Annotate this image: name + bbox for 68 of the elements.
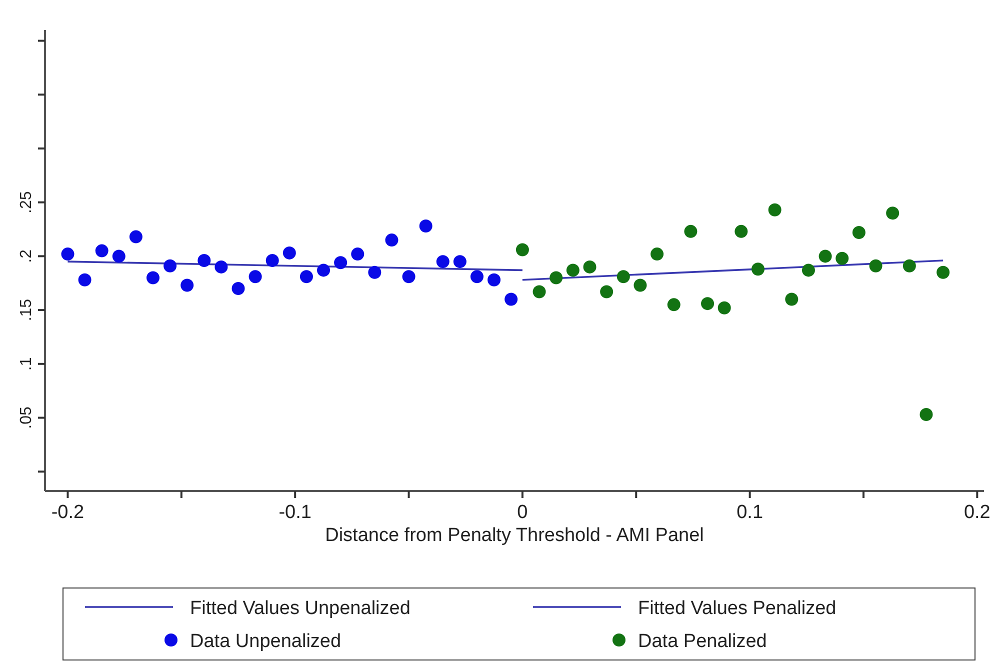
y-tick-label: .15 xyxy=(18,298,35,322)
point xyxy=(248,270,262,284)
point xyxy=(351,248,364,261)
point xyxy=(95,244,108,258)
y-tick-label: .1 xyxy=(18,357,35,371)
x-tick-label: 0.2 xyxy=(964,502,990,523)
point xyxy=(734,224,748,238)
point xyxy=(385,234,398,247)
point xyxy=(718,301,731,314)
legend-label: Fitted Values Unpenalized xyxy=(190,598,410,619)
x-tick-label: 0.1 xyxy=(736,502,764,523)
point xyxy=(836,252,849,265)
point xyxy=(583,260,596,274)
point xyxy=(616,270,630,284)
point xyxy=(516,243,529,256)
legend-label: Data Penalized xyxy=(638,631,767,652)
point xyxy=(488,273,501,286)
point xyxy=(852,226,866,239)
point xyxy=(566,264,580,277)
point xyxy=(317,264,330,277)
x-tick-label: -0.2 xyxy=(51,502,84,523)
point xyxy=(936,266,950,279)
point xyxy=(504,292,518,306)
point xyxy=(436,255,450,268)
point xyxy=(334,256,348,270)
point xyxy=(650,248,664,261)
point xyxy=(920,408,933,422)
point xyxy=(768,203,782,216)
legend-label: Fitted Values Penalized xyxy=(638,598,836,619)
point xyxy=(214,260,228,274)
point xyxy=(634,278,647,292)
point xyxy=(266,254,279,267)
point xyxy=(300,270,313,284)
point xyxy=(402,270,416,284)
y-tick-label: .25 xyxy=(18,191,35,214)
point xyxy=(78,273,92,286)
point xyxy=(869,259,882,272)
point xyxy=(886,206,900,220)
point xyxy=(532,285,546,298)
legend-label: Data Unpenalized xyxy=(190,631,342,652)
point xyxy=(802,264,815,277)
point xyxy=(146,271,160,284)
point xyxy=(701,297,714,310)
x-axis-title: Distance from Penalty Threshold - AMI Panel xyxy=(325,525,704,546)
point xyxy=(453,255,466,268)
point xyxy=(550,271,563,284)
point xyxy=(112,250,126,263)
x-tick-label: -0.1 xyxy=(278,502,312,523)
point xyxy=(180,278,194,292)
point xyxy=(667,298,680,312)
point xyxy=(61,248,74,261)
point xyxy=(232,282,245,296)
point xyxy=(752,262,765,276)
point xyxy=(198,254,211,267)
x-tick-label: 0 xyxy=(517,502,528,523)
point xyxy=(470,270,484,284)
point xyxy=(282,246,296,260)
point xyxy=(684,224,698,238)
point xyxy=(164,259,177,272)
point xyxy=(368,266,382,279)
point xyxy=(818,250,832,263)
point xyxy=(600,285,614,298)
point xyxy=(785,292,798,306)
point xyxy=(902,259,916,272)
point xyxy=(419,220,432,233)
y-tick-label: .2 xyxy=(18,249,35,263)
y-tick-label: .05 xyxy=(18,406,35,429)
point xyxy=(129,230,142,244)
